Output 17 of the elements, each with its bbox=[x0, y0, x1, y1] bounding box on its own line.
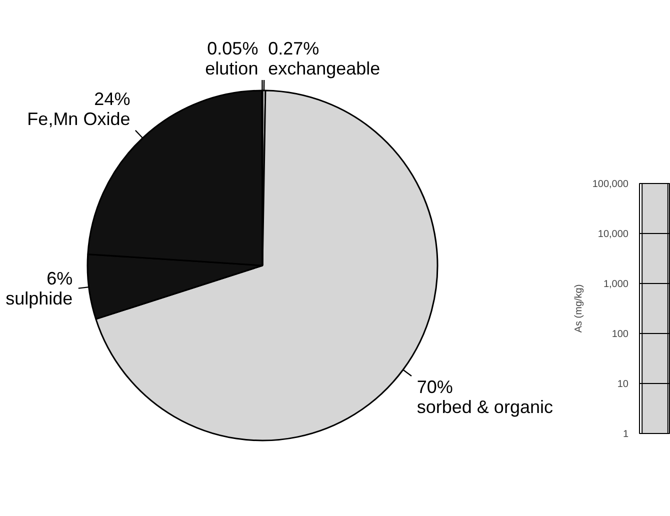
slice-label: elution bbox=[205, 58, 258, 78]
data-label: 6% bbox=[46, 268, 73, 289]
data-label: 70% bbox=[416, 377, 453, 398]
slice-label: sulphide bbox=[6, 288, 73, 309]
y-tick-label: 10 bbox=[617, 379, 629, 390]
slice-label: sorbed & organic bbox=[416, 397, 553, 418]
y-axis-title: As (mg/kg) bbox=[573, 284, 584, 333]
y-tick-label: 100 bbox=[612, 329, 629, 340]
data-label: 0.05% bbox=[207, 38, 258, 58]
y-tick-label: 1,000 bbox=[603, 279, 629, 290]
data-label: 0.27% bbox=[268, 38, 320, 58]
data-label: 24% bbox=[94, 89, 130, 110]
slice-label: exchangeable bbox=[268, 58, 380, 78]
y-tick-label: 100,000 bbox=[592, 179, 629, 190]
y-tick-label: 10,000 bbox=[598, 229, 629, 240]
y-tick-label: 1 bbox=[622, 429, 629, 440]
slice-label: Fe,Mn Oxide bbox=[27, 109, 130, 130]
